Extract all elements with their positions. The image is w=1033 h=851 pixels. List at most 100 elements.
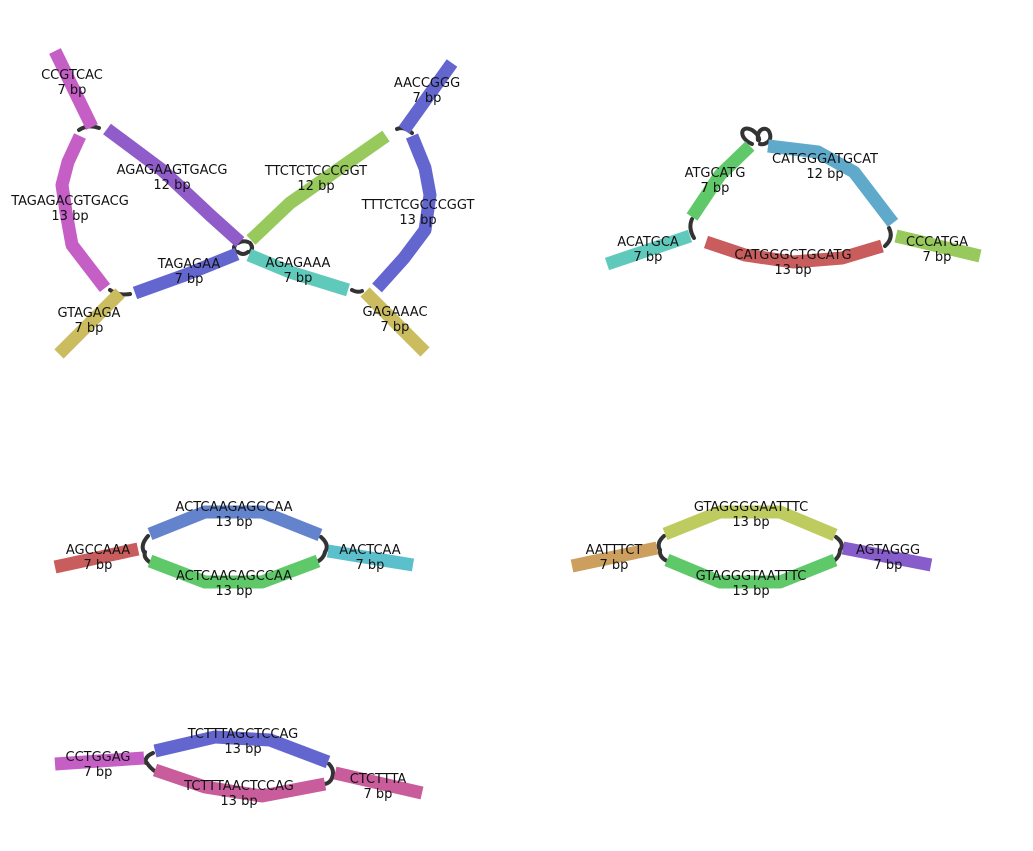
segment-length-label: 13 bp [215,584,252,599]
segment-sequence-label: TTCTCTCCCGGT [264,164,367,179]
hairpin-loop-structure-connector-2 [883,226,893,248]
segment-agagaagtgacg [103,123,245,247]
segment-sequence-label: CCGTCAC [41,68,103,83]
segment-length-label: 13 bp [732,584,769,599]
segment-sequence-label: GTAGGGTAATTTC [696,569,807,584]
segment-length-label: 7 bp [284,271,313,286]
segment-cctggag [54,751,145,771]
segment-tttctcgcccggt [372,133,437,293]
duplex-structure-2-connector-3 [832,548,842,563]
segment-length-label: 7 bp [634,250,663,265]
segment-length-label: 13 bp [399,213,436,228]
segment-tctttagctccag [153,730,331,769]
segment-length-label: 7 bp [175,272,204,287]
segment-length-label: 7 bp [75,321,104,336]
segment-gtagggtaatttc [664,553,838,589]
segment-sequence-label: ACTCAACAGCCAA [176,569,292,584]
segment-length-label: 12 bp [153,178,190,193]
segment-tagagacgtgacg [55,133,111,292]
duplex-structure-1-connector-3 [315,550,327,564]
segment-actcaacagccaa [147,554,321,589]
segment-sequence-label: ACATGCA [617,235,679,250]
segment-catgggatgcat [767,139,899,227]
helix-segments [49,48,982,803]
connector-links [77,124,893,786]
segment-gtaggggaatttc [662,505,838,541]
segment-sequence-label: TCTTTAGCTCCAG [187,727,299,742]
segment-agtaggg [841,541,933,572]
segment-agagaaa [246,248,350,297]
segment-length-label: 7 bp [356,558,385,573]
hairpin-loop-structure-connector-1 [688,217,696,240]
duplex-structure-1-connector-0 [140,534,150,554]
segment-length-label: 13 bp [215,515,252,530]
segment-sequence-label: TCTTTAACTCCAG [183,779,294,794]
segment-aactcaa [326,544,415,572]
duplex-structure-1-connector-2 [319,535,329,554]
duplex-structure-2-connector-2 [834,535,844,552]
segment-catgggctgcatg [703,235,884,269]
segment-length-label: 12 bp [297,179,334,194]
segment-length-label: 7 bp [600,558,629,573]
segment-length-label: 7 bp [413,91,442,106]
segment-length-label: 7 bp [701,181,730,196]
segment-length-label: 13 bp [732,515,769,530]
segment-length-label: 7 bp [84,558,113,573]
segment-gagaaac [360,287,430,357]
duplex-structure-3-connector-2 [327,762,335,780]
segment-length-label: 7 bp [381,320,410,335]
multiloop-structure-connector-3 [350,288,364,294]
segment-length-label: 7 bp [84,765,113,780]
multiloop-structure-connector-5 [236,250,250,256]
duplex-structure-2-connector-1 [657,548,669,563]
segment-length-label: 7 bp [923,250,952,265]
segment-length-label: 13 bp [220,794,257,809]
segment-sequence-label: AACTCAA [339,543,401,558]
segment-gtagaga [54,288,125,359]
segment-agccaaa [53,542,140,574]
segment-sequence-label: CATGGGCTGCATG [734,248,851,263]
segment-length-label: 13 bp [51,209,88,224]
segment-length-label: 12 bp [806,167,843,182]
duplex-structure-3-connector-1 [145,761,158,774]
segment-ttctctcccggt [246,130,390,245]
segment-sequence-label: GTAGAGA [58,306,121,321]
segment-atgcatg [686,141,755,221]
segment-sequence-label: CCTGGAG [66,750,131,765]
segment-sequence-label: TTTCTCGCCCGGT [361,198,475,213]
segment-ctcttta [333,766,424,800]
segment-length-label: 13 bp [224,742,261,757]
segment-sequence-label: TAGAGAA [157,257,221,272]
segment-sequence-label: GAGAAAC [362,305,427,320]
segment-sequence-label: AGTAGGG [856,543,920,558]
segment-aaccggg [398,59,458,134]
segment-ccgtcac [49,48,98,130]
segment-sequence-label: AATTTCT [586,543,643,558]
segment-actcaagagccaa [147,505,323,542]
segment-sequence-label: ACTCAAGAGCCAA [175,500,292,515]
segment-sequence-label: AGAGAAA [266,256,331,271]
segment-aatttct [570,541,659,573]
segment-length-label: 7 bp [364,787,393,802]
segment-sequence-label: ATGCATG [685,166,746,181]
segment-tagagaa [132,247,240,300]
segment-length-label: 7 bp [874,558,903,573]
segment-length-label: 7 bp [58,83,87,98]
segment-sequence-label: GTAGGGGAATTTC [694,500,808,515]
segment-tctttaactccag [152,763,327,803]
segment-acatgca [604,229,693,271]
duplex-structure-3-connector-3 [323,776,334,786]
segment-sequence-label: CATGGGATGCAT [772,152,878,167]
hairpin-loop-structure-connector-0 [740,126,773,147]
segment-length-label: 13 bp [774,263,811,278]
segment-cccatga [894,229,982,263]
segment-sequence-label: AGAGAAGTGACG [117,163,228,178]
segment-sequence-label: CTCTTTA [350,772,407,787]
segment-sequence-label: CCCATGA [906,235,968,250]
duplex-structure-2-connector-0 [656,534,666,552]
segment-sequence-label: AGCCAAA [66,543,130,558]
segment-sequence-label: AACCGGG [394,76,460,91]
segment-sequence-label: TAGAGACGTGACG [10,194,129,209]
